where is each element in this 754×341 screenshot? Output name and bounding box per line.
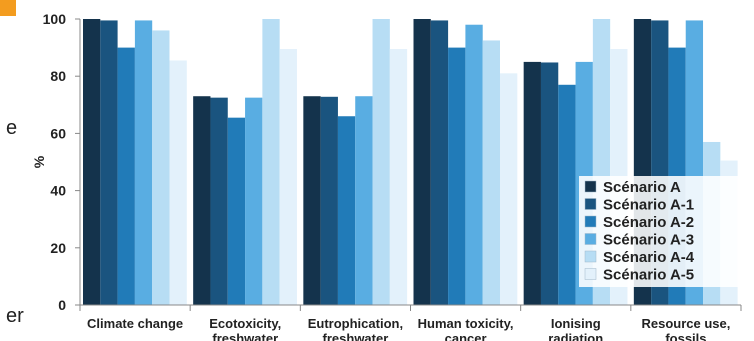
y-tick-label: 40 [50, 183, 66, 199]
legend-entry: Scénario A-4 [603, 249, 695, 266]
bar-series-6-category-3 [389, 49, 408, 305]
x-category-label: Ecotoxicity, [209, 316, 281, 331]
bar-series-5-category-3 [372, 19, 390, 305]
y-tick-label: 60 [50, 125, 66, 141]
bar-series-1-category-3 [303, 96, 321, 305]
y-tick-label: 0 [58, 297, 66, 313]
legend-entry: Scénario A [603, 179, 681, 196]
x-category-label: cancer [445, 331, 487, 341]
slide-accent-tab [0, 0, 16, 16]
x-category-label: radiation [548, 331, 603, 341]
legend-entry: Scénario A-2 [603, 214, 694, 231]
bar-series-5-category-2 [262, 19, 280, 305]
bar-series-1-category-5 [523, 61, 541, 306]
bar-series-1-category-1 [83, 19, 101, 305]
cropped-slide-text-2: er [6, 305, 24, 327]
bar-series-2-category-2 [210, 97, 228, 306]
x-category-label: Human toxicity, [418, 316, 514, 331]
legend-swatch [584, 268, 597, 280]
bar-series-3-category-2 [227, 117, 246, 305]
bar-series-6-category-4 [500, 73, 518, 305]
bar-series-2-category-1 [100, 20, 118, 306]
legend-swatch [584, 250, 597, 263]
bar-series-6-category-2 [279, 49, 297, 305]
legend-swatch [584, 180, 597, 193]
legend-swatch [584, 215, 597, 228]
x-category-label: freshwater [323, 331, 389, 341]
bar-series-1-category-4 [413, 19, 431, 305]
legend-entry: Scénario A-3 [603, 232, 694, 249]
bar-series-4-category-2 [245, 97, 263, 306]
legend-box [579, 176, 739, 287]
legend-swatch [584, 233, 597, 245]
bar-series-3-category-1 [117, 47, 135, 305]
x-category-label: fossils [665, 331, 706, 341]
y-tick-label: 20 [50, 240, 66, 256]
bar-series-1-category-2 [193, 96, 211, 305]
x-category-label: Ionising [551, 316, 601, 331]
bar-series-2-category-4 [430, 20, 449, 306]
bar-series-4-category-3 [355, 96, 373, 305]
bar-series-3-category-3 [337, 116, 356, 306]
cropped-slide-text-1: e [6, 117, 18, 139]
bar-series-4-category-1 [134, 20, 153, 306]
legend-entry: Scénario A-5 [603, 267, 694, 284]
bar-series-5-category-4 [482, 40, 500, 305]
y-tick-label: 100 [43, 11, 67, 27]
bar-series-6-category-1 [169, 60, 187, 305]
legend-entry: Scénario A-1 [603, 197, 694, 214]
bar-series-3-category-4 [448, 47, 466, 305]
x-category-label: Resource use, [641, 316, 730, 331]
x-category-label: Climate change [87, 316, 183, 331]
legend-swatch [584, 198, 597, 210]
bar-series-5-category-1 [152, 30, 170, 305]
x-category-label: freshwater [212, 331, 278, 341]
y-tick-label: 80 [50, 68, 66, 84]
y-axis-title: % [31, 155, 47, 168]
x-category-label: Eutrophication, [308, 316, 403, 331]
bar-series-2-category-3 [320, 96, 338, 306]
bar-series-2-category-5 [540, 62, 559, 305]
bar-series-4-category-4 [465, 24, 483, 305]
bar-series-3-category-5 [558, 84, 576, 305]
